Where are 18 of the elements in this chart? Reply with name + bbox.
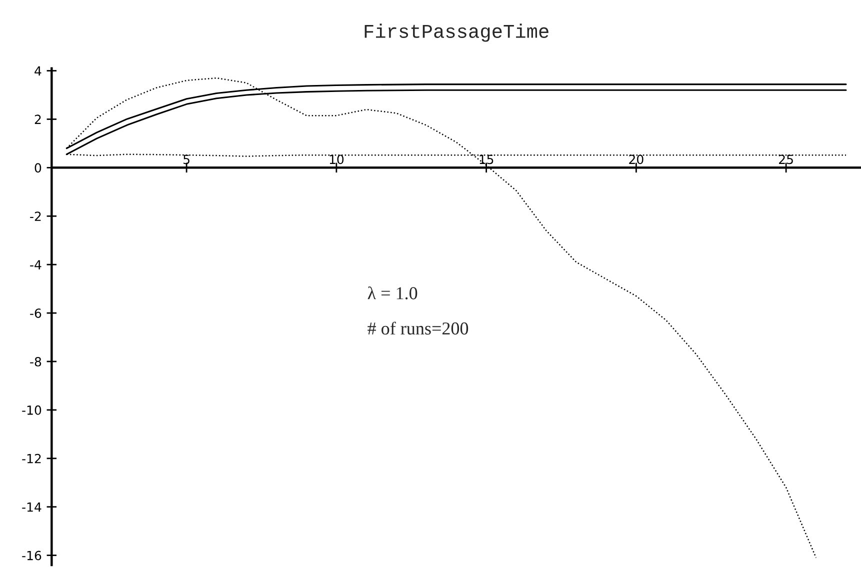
x-tick-label: 25 [779, 154, 793, 164]
y-tick-label: -4 [30, 260, 42, 270]
y-tick-label: 2 [34, 114, 41, 124]
y-tick-label: -12 [22, 454, 41, 464]
x-tick-label: 15 [480, 154, 494, 164]
x-tick-label: 20 [629, 154, 644, 164]
y-tick-label: 0 [34, 163, 42, 173]
y-tick-label: -14 [22, 502, 42, 512]
x-tick-label: 10 [330, 154, 344, 164]
annotation: # of runs=200 [368, 322, 468, 335]
y-tick-label: -6 [30, 308, 42, 318]
y-tick-label: -8 [30, 356, 42, 366]
y-tick-label: -10 [22, 405, 42, 415]
chart-title: FirstPassageTime [364, 24, 548, 42]
y-tick-label: -2 [30, 212, 41, 221]
y-tick-label: 4 [34, 66, 42, 76]
annotation: λ = 1.0 [368, 286, 418, 300]
y-tick-label: -16 [22, 550, 42, 560]
